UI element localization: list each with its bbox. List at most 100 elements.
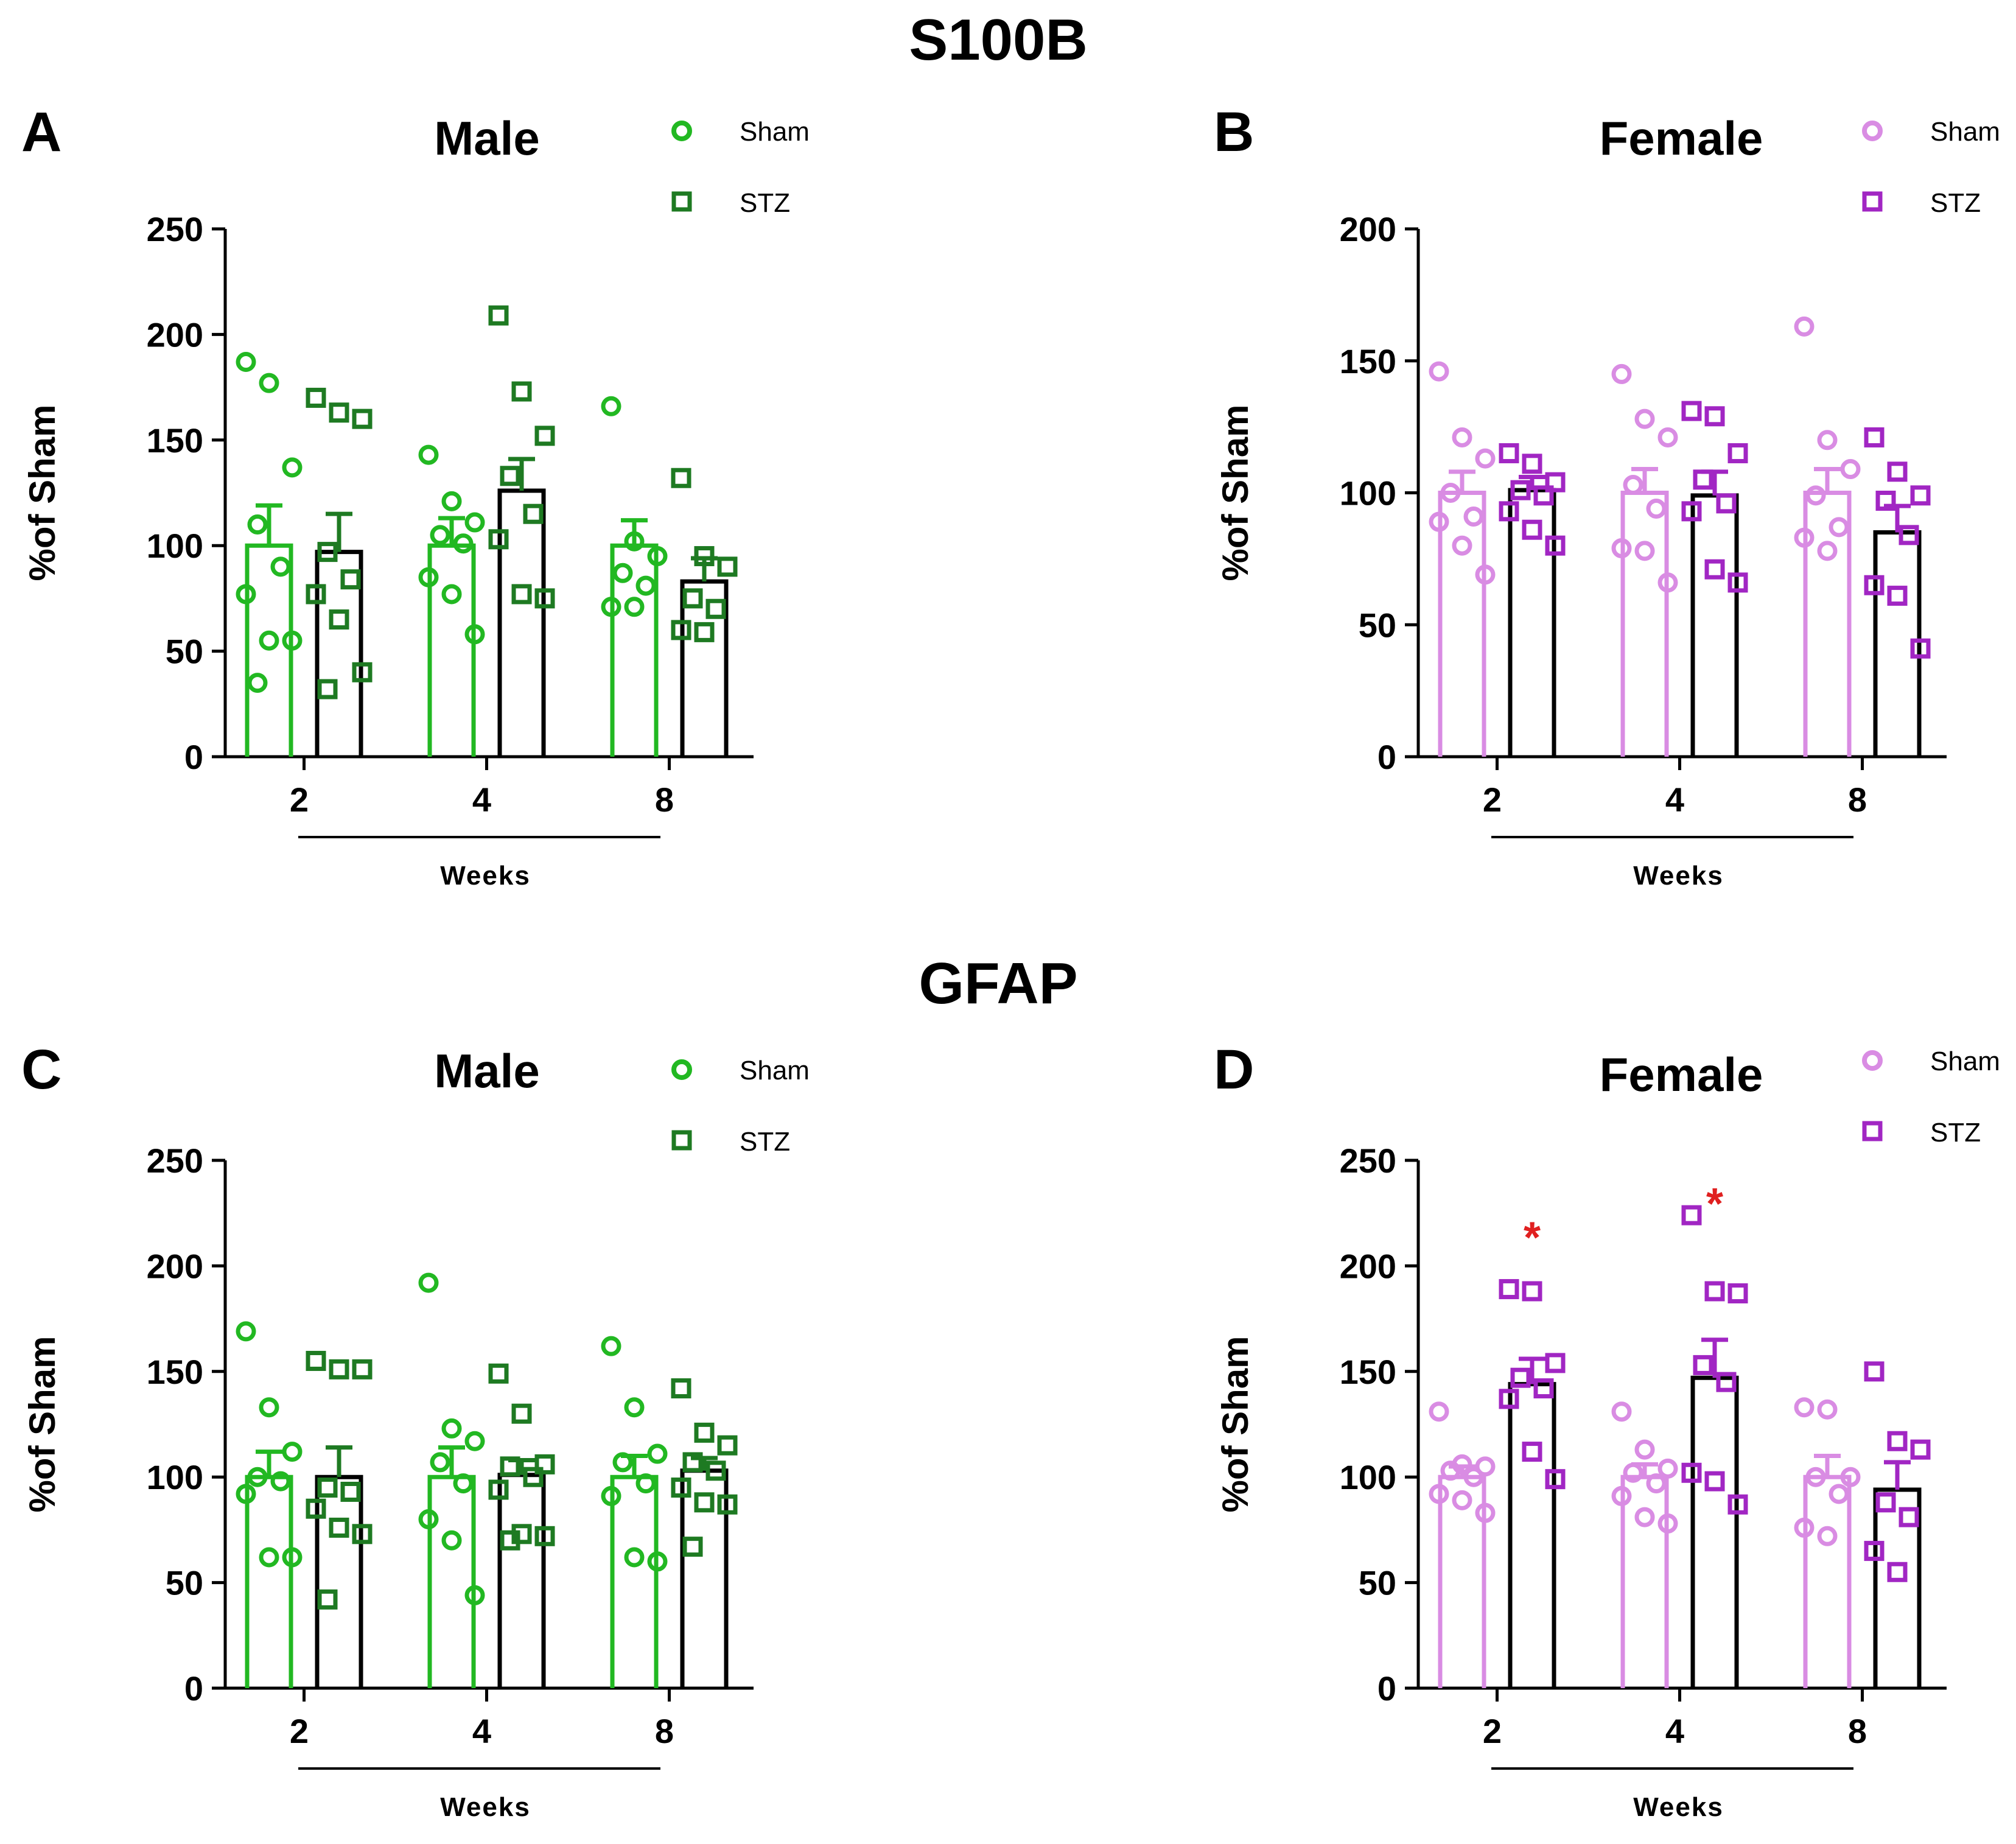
data-point-stz [306, 1350, 326, 1371]
legend-marker-stz [1862, 191, 1883, 212]
data-point-stz [1910, 1439, 1931, 1460]
x-axis-label: Weeks [1633, 861, 1724, 891]
data-point-sham [1829, 1484, 1849, 1504]
data-point-stz [511, 1403, 532, 1424]
data-point-stz [717, 556, 738, 577]
data-point-sham [464, 1431, 485, 1451]
bar-sham [245, 1474, 293, 1688]
data-point-sham [601, 1336, 621, 1356]
y-tick-label: 0 [1377, 1669, 1396, 1708]
x-axis-label: Weeks [440, 861, 531, 891]
y-tick-label: 150 [147, 1353, 203, 1391]
data-point-sham [1429, 511, 1449, 532]
data-point-stz [682, 588, 703, 609]
data-point-sham [1475, 448, 1496, 469]
data-point-stz [317, 1589, 338, 1610]
data-point-sham [624, 1397, 645, 1418]
x-axis-label: Weeks [1633, 1792, 1724, 1822]
data-point-stz [671, 1378, 691, 1399]
data-point-stz [1522, 519, 1542, 540]
data-point-sham [453, 533, 474, 554]
y-tick-label: 100 [1340, 474, 1396, 513]
data-point-stz [1499, 501, 1519, 522]
x-tick-label: 8 [655, 1712, 674, 1750]
data-point-sham [1611, 1485, 1632, 1506]
legend-marker-sham [671, 1059, 692, 1080]
data-point-sham [259, 630, 279, 651]
legend-label-stz: STZ [740, 188, 790, 218]
data-point-sham [1440, 483, 1461, 503]
y-tick-label: 0 [184, 738, 203, 776]
data-point-sham [282, 630, 303, 651]
bar-stz [1690, 493, 1739, 757]
data-point-sham [453, 1473, 474, 1494]
significance-star: * [1706, 1180, 1723, 1229]
data-point-sham [1817, 1526, 1838, 1546]
x-tick-label: 8 [1848, 1712, 1867, 1750]
data-point-sham [1475, 564, 1496, 585]
panel-letter: B [1214, 101, 1254, 163]
data-point-stz [488, 1479, 509, 1500]
data-point-stz [705, 1460, 726, 1481]
data-point-sham [430, 525, 450, 545]
data-point-sham [1463, 1467, 1484, 1487]
data-point-stz [306, 1498, 326, 1519]
data-point-sham [1805, 1467, 1826, 1487]
data-point-sham [1623, 474, 1643, 495]
data-point-stz [1681, 1205, 1702, 1225]
significance-star: * [1524, 1213, 1541, 1262]
y-axis-label: %of Sham [22, 404, 63, 581]
bar-stz [1873, 1487, 1922, 1688]
section-title-s100b: S100B [909, 7, 1088, 72]
section-title-gfap: GFAP [919, 951, 1077, 1016]
legend-marker-sham [1862, 1050, 1883, 1071]
data-point-stz [340, 1481, 361, 1502]
data-point-sham [1452, 1490, 1472, 1510]
data-point-sham [1817, 430, 1838, 450]
data-point-sham [1440, 1460, 1461, 1481]
data-point-stz [694, 622, 715, 642]
y-tick-label: 0 [1377, 738, 1396, 776]
data-point-sham [1657, 1458, 1678, 1479]
bar-sham [1620, 491, 1669, 757]
data-point-sham [418, 567, 439, 587]
data-point-stz [1510, 480, 1531, 500]
data-point-stz [1499, 1279, 1519, 1300]
data-point-sham [624, 597, 645, 617]
data-point-stz [694, 1422, 715, 1443]
data-point-stz [511, 381, 532, 402]
data-point-stz [1864, 427, 1885, 447]
data-point-stz [1522, 1442, 1542, 1462]
data-point-sham [1463, 507, 1484, 527]
data-point-sham [1840, 458, 1861, 479]
y-tick-label: 200 [147, 1247, 203, 1285]
legend-label-stz: STZ [1930, 188, 1981, 218]
y-tick-label: 50 [1359, 606, 1396, 644]
data-point-stz [717, 1494, 738, 1515]
data-point-stz [534, 426, 555, 446]
bar-stz [1690, 1375, 1739, 1688]
data-point-sham [601, 396, 621, 416]
data-point-stz [500, 1456, 520, 1477]
data-point-stz [329, 1359, 349, 1379]
data-point-stz [1545, 472, 1566, 493]
data-point-sham [259, 1547, 279, 1568]
data-point-sham [1634, 541, 1655, 561]
x-tick-label: 4 [1665, 1712, 1684, 1750]
data-point-sham [236, 1321, 256, 1342]
data-point-sham [259, 373, 279, 393]
data-point-stz [694, 546, 715, 567]
data-point-sham [1646, 499, 1667, 519]
data-point-stz [534, 588, 555, 609]
data-point-stz [329, 1517, 349, 1538]
data-point-stz [352, 662, 373, 682]
data-point-sham [1623, 1462, 1643, 1483]
bar-sham [1803, 1474, 1852, 1688]
panel-letter: C [21, 1039, 61, 1101]
data-point-sham [464, 624, 485, 645]
data-point-stz [340, 569, 361, 590]
data-point-stz [1899, 1507, 1919, 1527]
data-point-stz [534, 1526, 555, 1546]
data-point-stz [671, 1478, 691, 1498]
